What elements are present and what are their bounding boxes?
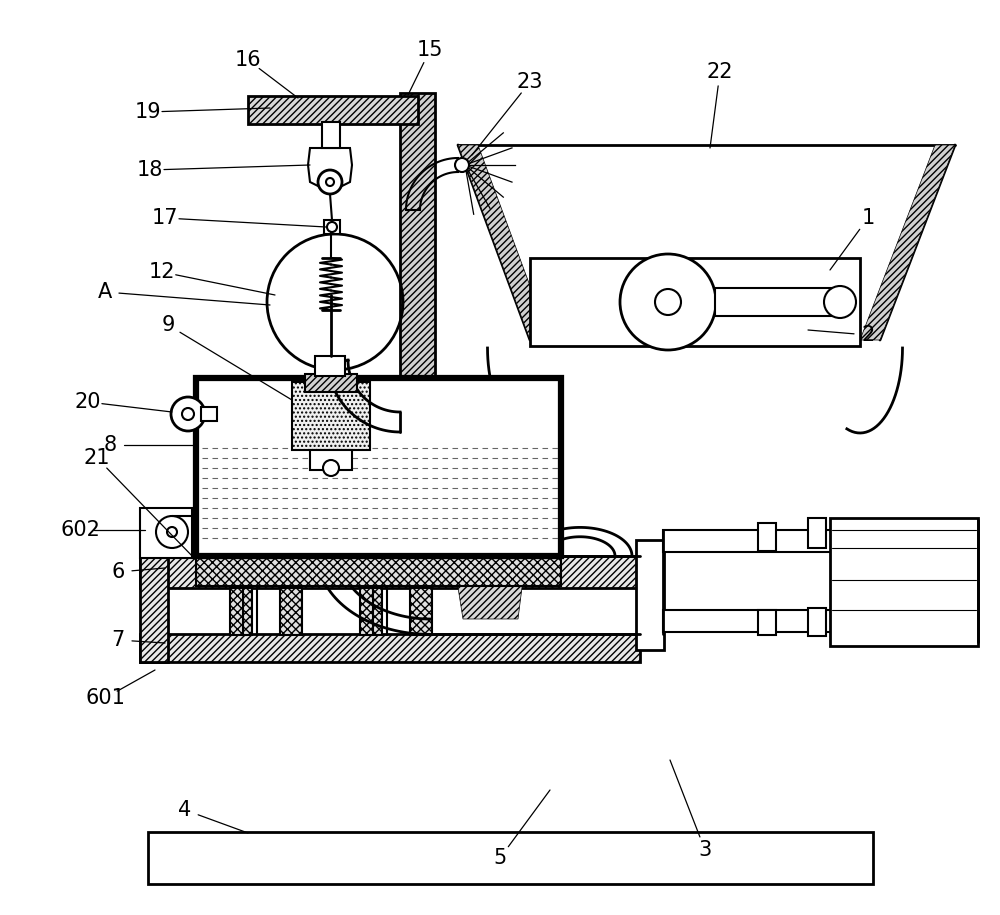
Bar bbox=[830, 518, 978, 646]
Text: 9: 9 bbox=[161, 315, 175, 335]
Bar bbox=[140, 556, 640, 588]
Bar bbox=[663, 530, 978, 552]
Polygon shape bbox=[458, 145, 550, 340]
Text: 20: 20 bbox=[75, 392, 101, 412]
Text: 3: 3 bbox=[698, 840, 712, 860]
Text: 17: 17 bbox=[152, 208, 178, 228]
Text: 19: 19 bbox=[135, 102, 161, 122]
Bar bbox=[140, 508, 192, 558]
Bar bbox=[758, 523, 776, 551]
Text: A: A bbox=[98, 282, 112, 302]
Bar bbox=[663, 610, 978, 632]
Bar bbox=[808, 518, 826, 548]
Text: 4: 4 bbox=[178, 800, 192, 820]
Bar bbox=[280, 588, 302, 635]
Circle shape bbox=[824, 286, 856, 318]
Bar bbox=[201, 407, 217, 421]
Text: 18: 18 bbox=[137, 160, 163, 180]
Circle shape bbox=[167, 527, 177, 537]
Bar bbox=[715, 288, 840, 316]
Circle shape bbox=[171, 397, 205, 431]
Bar bbox=[410, 588, 432, 635]
Text: 12: 12 bbox=[149, 262, 175, 282]
Polygon shape bbox=[308, 148, 352, 192]
Bar bbox=[305, 374, 357, 392]
Text: 16: 16 bbox=[235, 50, 261, 70]
Bar bbox=[315, 356, 345, 376]
Circle shape bbox=[327, 222, 337, 232]
Text: 1: 1 bbox=[861, 208, 875, 228]
Polygon shape bbox=[860, 145, 955, 340]
Text: 602: 602 bbox=[60, 520, 100, 540]
Text: 5: 5 bbox=[493, 848, 507, 868]
Circle shape bbox=[655, 289, 681, 315]
Bar bbox=[400, 93, 435, 538]
Circle shape bbox=[318, 170, 342, 194]
Bar bbox=[324, 220, 340, 234]
Circle shape bbox=[182, 408, 194, 420]
Text: 601: 601 bbox=[85, 688, 125, 708]
Text: 15: 15 bbox=[417, 40, 443, 60]
Text: 23: 23 bbox=[517, 72, 543, 92]
Polygon shape bbox=[430, 556, 526, 619]
Bar bbox=[292, 382, 370, 450]
Text: 2: 2 bbox=[861, 325, 875, 345]
Bar bbox=[808, 608, 826, 636]
Bar bbox=[310, 450, 352, 470]
Bar bbox=[140, 634, 640, 662]
Circle shape bbox=[326, 178, 334, 186]
Text: 8: 8 bbox=[103, 435, 117, 455]
Bar bbox=[196, 378, 561, 556]
Bar bbox=[636, 540, 664, 650]
Text: 22: 22 bbox=[707, 62, 733, 82]
Bar bbox=[196, 558, 561, 586]
Circle shape bbox=[620, 254, 716, 350]
Bar bbox=[230, 588, 252, 635]
Circle shape bbox=[323, 460, 339, 476]
Bar bbox=[322, 122, 340, 148]
Bar bbox=[360, 588, 382, 635]
Text: 21: 21 bbox=[84, 448, 110, 468]
Bar bbox=[140, 556, 168, 662]
Bar bbox=[248, 96, 418, 124]
Bar bbox=[758, 610, 776, 635]
Circle shape bbox=[156, 516, 188, 548]
Bar bbox=[530, 258, 860, 346]
Bar bbox=[148, 832, 873, 884]
Text: 7: 7 bbox=[111, 630, 125, 650]
Circle shape bbox=[455, 158, 469, 172]
Text: 6: 6 bbox=[111, 562, 125, 582]
